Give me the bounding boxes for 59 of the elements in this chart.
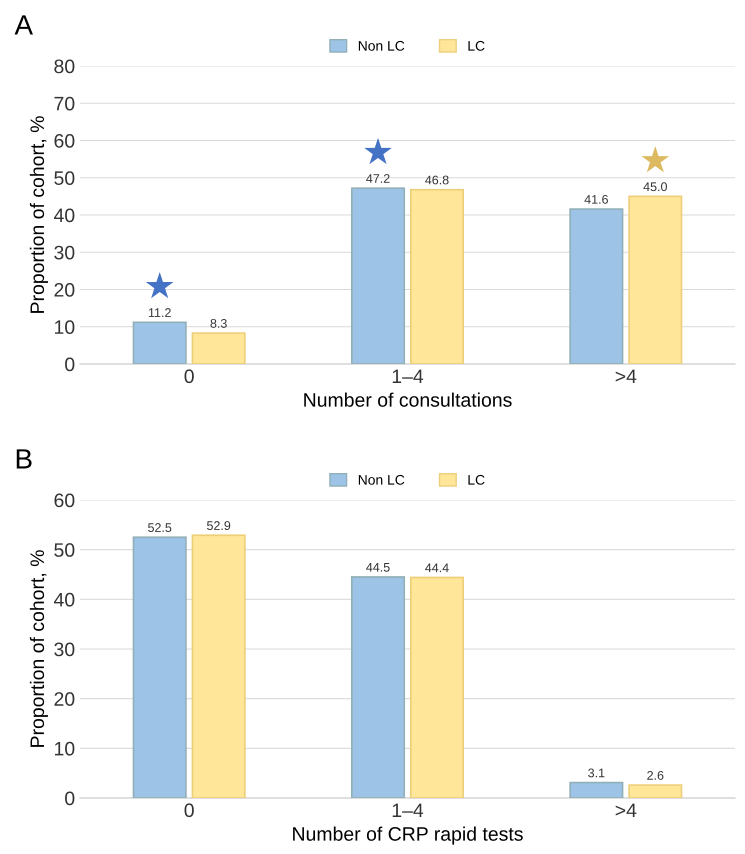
y-tick-label: 50 <box>54 171 74 185</box>
bar <box>569 208 624 364</box>
legend-label: Non LC <box>358 474 404 485</box>
text: 44.4 <box>425 564 449 572</box>
y-tick-label: 20 <box>54 692 74 706</box>
text: 44.5 <box>366 563 390 572</box>
text: 3.1 <box>588 768 604 778</box>
y-tick-label: 60 <box>54 134 74 148</box>
bar <box>410 188 464 364</box>
bar <box>569 782 624 798</box>
x-tick-label: 0 <box>184 369 194 384</box>
annotation: ★ <box>641 146 670 172</box>
y-axis-title: Proportion of cohort, % <box>30 116 48 313</box>
text: 2.6 <box>647 770 664 780</box>
y-tick-label: 30 <box>54 246 74 260</box>
text: 52.5 <box>148 523 172 532</box>
y-tick-label: 20 <box>54 282 74 297</box>
y-tick-label: 0 <box>65 357 74 372</box>
y-tick-label: 50 <box>54 543 74 557</box>
y-tick-label: 10 <box>54 320 74 334</box>
x-tick-label: >4 <box>616 804 636 817</box>
y-axis-title: Proportion of cohort, % <box>30 550 48 747</box>
bar <box>410 576 464 798</box>
legend-label: LC <box>468 474 485 485</box>
bar <box>192 332 246 364</box>
bar <box>350 187 406 364</box>
x-tick-label: 0 <box>184 803 194 818</box>
chart-title: A <box>14 15 33 34</box>
x-axis-title: Number of CRP rapid tests <box>293 826 523 845</box>
y-tick-label: 80 <box>54 59 74 74</box>
text: 8.3 <box>210 318 227 328</box>
y-tick-label: 60 <box>54 493 74 508</box>
bar <box>192 534 246 798</box>
text: 41.6 <box>584 194 608 204</box>
y-tick-label: 30 <box>54 642 74 656</box>
chart-title: B <box>16 449 32 468</box>
text: 46.8 <box>425 176 449 184</box>
bar <box>132 536 187 798</box>
legend-label: LC <box>468 40 485 51</box>
y-tick-label: 10 <box>54 742 74 756</box>
y-tick-label: 40 <box>54 208 74 222</box>
annotation: ★ <box>364 138 392 164</box>
x-axis-title: Number of consultations <box>304 392 512 407</box>
text: 47.2 <box>366 174 390 183</box>
x-tick-label: 1–4 <box>392 370 424 383</box>
annotation: ★ <box>146 272 174 298</box>
bar <box>132 321 187 364</box>
bar <box>628 196 682 364</box>
legend-label: Non LC <box>358 40 404 51</box>
bar <box>350 576 406 798</box>
x-tick-label: 1–4 <box>392 804 424 817</box>
x-tick-label: >4 <box>616 370 636 383</box>
y-tick-label: 70 <box>54 96 74 110</box>
bar <box>628 784 682 798</box>
text: 45.0 <box>643 182 667 192</box>
y-tick-label: 40 <box>54 592 74 607</box>
text: 11.2 <box>148 308 171 317</box>
text: 52.9 <box>206 521 230 530</box>
y-tick-label: 0 <box>65 791 74 806</box>
